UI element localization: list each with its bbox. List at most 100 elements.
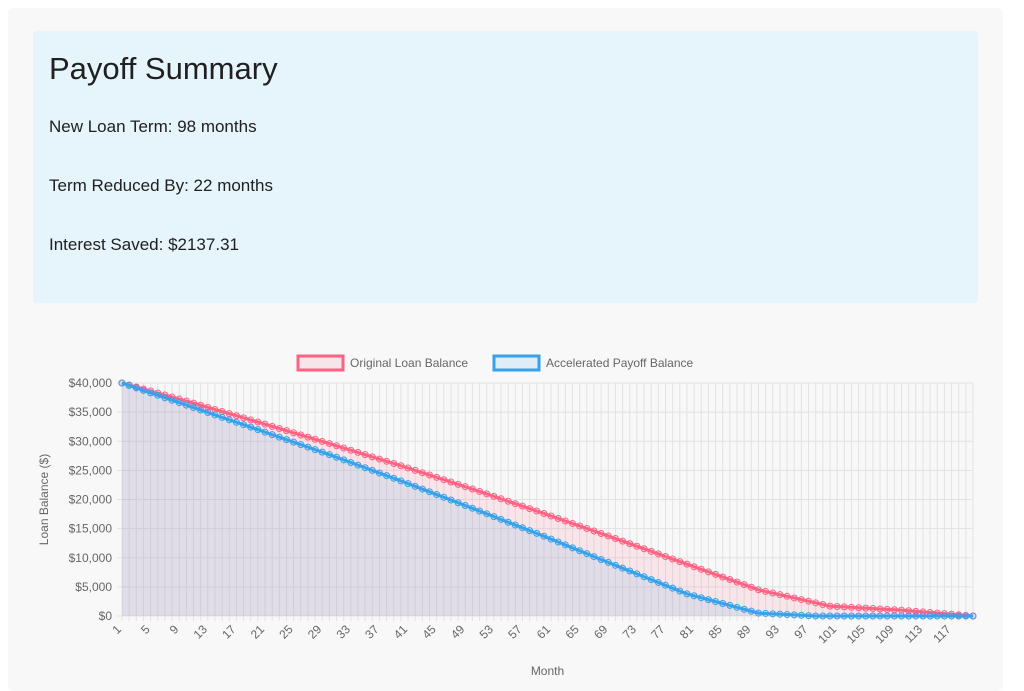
x-tick-label: 41 bbox=[391, 622, 411, 642]
accelerated-point bbox=[347, 459, 355, 467]
original-point bbox=[669, 555, 677, 563]
accelerated-point bbox=[962, 612, 970, 620]
accelerated-point bbox=[704, 596, 712, 604]
original-point bbox=[518, 502, 526, 510]
accelerated-point bbox=[776, 610, 784, 618]
original-point bbox=[511, 500, 519, 508]
accelerated-point bbox=[948, 612, 956, 620]
accelerated-point bbox=[447, 496, 455, 504]
accelerated-point bbox=[275, 433, 283, 441]
original-point bbox=[526, 505, 534, 513]
accelerated-point bbox=[833, 612, 841, 620]
original-point bbox=[232, 412, 240, 420]
accelerated-point bbox=[418, 485, 426, 493]
accelerated-point bbox=[375, 469, 383, 477]
accelerated-point bbox=[154, 391, 162, 399]
accelerated-point bbox=[561, 541, 569, 549]
original-point bbox=[833, 603, 841, 611]
original-point bbox=[654, 550, 662, 558]
original-point bbox=[547, 512, 555, 520]
accelerated-point bbox=[368, 466, 376, 474]
x-axis-title: Month bbox=[531, 664, 564, 678]
original-point bbox=[576, 522, 584, 530]
accelerated-point bbox=[940, 612, 948, 620]
original-point bbox=[626, 540, 634, 548]
original-point bbox=[404, 464, 412, 472]
y-tick-label: $15,000 bbox=[69, 522, 113, 536]
accelerated-point bbox=[847, 612, 855, 620]
accelerated-point bbox=[669, 584, 677, 592]
original-point bbox=[633, 542, 641, 550]
accelerated-point bbox=[333, 453, 341, 461]
accelerated-point bbox=[769, 610, 777, 618]
original-line bbox=[121, 381, 974, 618]
original-point bbox=[611, 535, 619, 543]
original-point bbox=[754, 586, 762, 594]
accelerated-point bbox=[883, 612, 891, 620]
accelerated-point bbox=[969, 612, 977, 620]
x-tick-label: 81 bbox=[677, 622, 697, 642]
x-tick-label: 33 bbox=[334, 622, 354, 642]
accelerated-point bbox=[483, 510, 491, 518]
loan-balance-chart-container: $0 $5,000 $10,000 $15,000 $20,000 $25,000 $30,… bbox=[8, 338, 1003, 691]
original-point bbox=[390, 460, 398, 468]
original-point bbox=[218, 408, 226, 416]
original-point bbox=[347, 446, 355, 454]
original-point bbox=[569, 519, 577, 527]
accelerated-point bbox=[232, 418, 240, 426]
x-tick-label: 117 bbox=[930, 622, 954, 646]
original-point bbox=[561, 517, 569, 525]
accelerated-point bbox=[712, 598, 720, 606]
original-point bbox=[461, 483, 469, 491]
original-point bbox=[268, 422, 276, 430]
original-point bbox=[197, 401, 205, 409]
x-tick-label: 77 bbox=[648, 622, 668, 642]
accelerated-point bbox=[440, 493, 448, 501]
original-point bbox=[719, 573, 727, 581]
original-point bbox=[690, 563, 698, 571]
accelerated-point bbox=[468, 504, 476, 512]
x-tick-label: 13 bbox=[191, 622, 211, 642]
accelerated-point bbox=[518, 524, 526, 532]
original-point bbox=[890, 606, 898, 614]
original-point bbox=[333, 442, 341, 450]
accelerated-point bbox=[490, 513, 498, 521]
accelerated-point bbox=[504, 518, 512, 526]
original-point bbox=[368, 453, 376, 461]
accelerated-point bbox=[426, 488, 434, 496]
accelerated-point bbox=[933, 612, 941, 620]
original-point bbox=[311, 435, 319, 443]
original-point bbox=[304, 433, 312, 441]
accelerated-point bbox=[282, 436, 290, 444]
original-point bbox=[583, 525, 591, 533]
x-tick-label: 97 bbox=[791, 622, 811, 642]
original-point bbox=[361, 451, 369, 459]
original-point bbox=[354, 448, 362, 456]
original-point bbox=[683, 560, 691, 568]
accelerated-point bbox=[547, 535, 555, 543]
original-point bbox=[504, 497, 512, 505]
accelerated-point bbox=[683, 590, 691, 598]
accelerated-point bbox=[576, 547, 584, 555]
y-tick-label: $40,000 bbox=[69, 376, 113, 390]
accelerated-point bbox=[268, 431, 276, 439]
accelerated-point bbox=[812, 612, 820, 620]
x-tick-label: 73 bbox=[620, 622, 640, 642]
x-tick-label: 49 bbox=[448, 622, 468, 642]
summary-title: Payoff Summary bbox=[49, 51, 278, 86]
accelerated-point bbox=[197, 406, 205, 414]
original-point bbox=[383, 457, 391, 465]
original-point bbox=[812, 599, 820, 607]
original-point bbox=[597, 530, 605, 538]
accelerated-point bbox=[325, 451, 333, 459]
accelerated-point bbox=[626, 567, 634, 575]
accelerated-point bbox=[383, 472, 391, 480]
original-point bbox=[640, 545, 648, 553]
original-point bbox=[497, 495, 505, 503]
accelerated-point bbox=[862, 612, 870, 620]
accelerated-point bbox=[855, 612, 863, 620]
x-tick-label: 85 bbox=[705, 622, 725, 642]
accelerated-point bbox=[254, 426, 262, 434]
x-tick-label: 17 bbox=[219, 622, 239, 642]
accelerated-point bbox=[754, 609, 762, 617]
